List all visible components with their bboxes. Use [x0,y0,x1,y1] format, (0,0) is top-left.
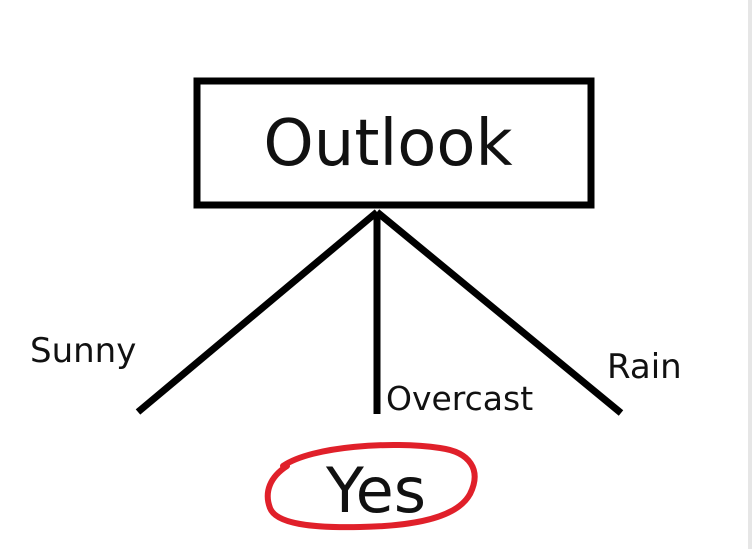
branch-edge-rain [374,209,624,416]
leaf-node-yes: Yes [264,442,478,531]
leaf-highlight-circle [264,442,478,531]
root-node-box [193,77,595,209]
branch-edges [135,209,624,416]
root-node: Outlook [193,77,595,209]
branch-label-overcast: Overcast [386,379,533,418]
branch-label-sunny: Sunny [30,331,136,371]
leaf-node-label: Yes [325,454,426,527]
right-edge-border [748,0,752,549]
branch-edge-sunny [135,209,380,415]
branch-label-rain: Rain [607,347,682,387]
root-node-label: Outlook [263,107,512,181]
